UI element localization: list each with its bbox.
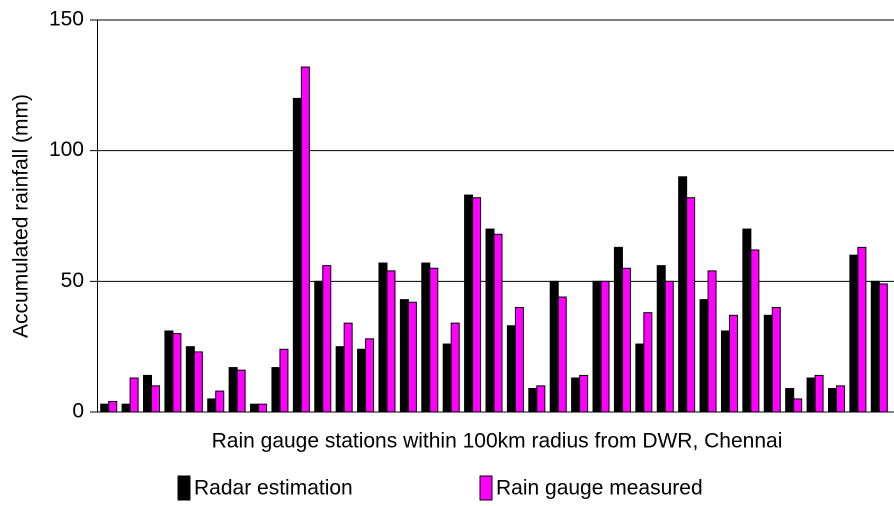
bar xyxy=(549,280,559,413)
bar xyxy=(750,249,760,413)
bar xyxy=(193,351,203,413)
bar xyxy=(386,270,396,413)
bar xyxy=(314,280,324,413)
bar xyxy=(742,228,752,413)
legend-label: Rain gauge measured xyxy=(496,477,703,500)
bar xyxy=(613,246,623,413)
bar xyxy=(686,197,696,413)
bar xyxy=(528,387,538,413)
bar xyxy=(450,322,460,413)
bar xyxy=(793,398,803,413)
bar xyxy=(271,367,281,413)
bar xyxy=(185,346,195,413)
bar xyxy=(857,246,867,413)
bar xyxy=(228,367,238,413)
bar xyxy=(279,348,289,413)
y-tick-label: 100 xyxy=(49,138,84,161)
bar xyxy=(322,265,332,413)
bar xyxy=(485,228,495,413)
bar xyxy=(514,306,524,413)
bar xyxy=(835,385,845,413)
bar xyxy=(635,343,645,413)
bar xyxy=(292,97,302,413)
bar xyxy=(506,325,516,413)
y-axis-label: Accumulated rainfall (mm) xyxy=(10,94,33,338)
bar xyxy=(806,377,816,413)
bar xyxy=(621,267,631,413)
bar xyxy=(699,299,709,413)
bar xyxy=(429,267,439,413)
bar xyxy=(592,280,602,413)
bar xyxy=(579,374,589,413)
bar xyxy=(771,306,781,413)
bar xyxy=(236,369,246,413)
bar xyxy=(365,338,375,413)
bar xyxy=(100,403,110,413)
legend-swatch xyxy=(479,475,493,501)
bar xyxy=(571,377,581,413)
bar xyxy=(151,385,161,413)
bar xyxy=(442,343,452,413)
bar xyxy=(129,377,139,413)
legend-label: Radar estimation xyxy=(194,477,353,500)
bar xyxy=(399,299,409,413)
bar xyxy=(343,322,353,413)
bar xyxy=(656,265,666,413)
bar xyxy=(728,314,738,413)
bar xyxy=(763,314,773,413)
legend-swatch xyxy=(177,475,191,501)
bar xyxy=(258,403,268,413)
bar xyxy=(664,280,674,413)
bar xyxy=(335,346,345,413)
bar xyxy=(643,312,653,413)
bar xyxy=(493,233,503,413)
bar xyxy=(464,194,474,413)
bar xyxy=(164,330,174,413)
bar xyxy=(121,403,131,413)
bar xyxy=(536,385,546,413)
y-tick-label: 150 xyxy=(49,8,84,31)
bar xyxy=(870,280,880,413)
bar xyxy=(207,398,217,413)
bar xyxy=(814,374,824,413)
bar xyxy=(172,333,182,413)
bar xyxy=(421,262,431,413)
bar xyxy=(357,348,367,413)
bar xyxy=(472,197,482,413)
bar xyxy=(827,387,837,413)
bar xyxy=(300,66,310,413)
y-tick-label: 0 xyxy=(72,400,84,423)
bar xyxy=(250,403,260,413)
bar xyxy=(407,301,417,413)
bar xyxy=(215,390,225,413)
bar xyxy=(557,296,567,413)
bar xyxy=(707,270,717,413)
bar xyxy=(378,262,388,413)
bar xyxy=(108,401,118,413)
bar xyxy=(849,254,859,413)
bar xyxy=(878,283,888,413)
bar xyxy=(678,176,688,413)
y-tick-label: 50 xyxy=(61,269,84,292)
bar xyxy=(143,374,153,413)
bar xyxy=(600,280,610,413)
bar xyxy=(785,387,795,413)
bar xyxy=(720,330,730,413)
x-axis-label: Rain gauge stations within 100km radius … xyxy=(212,430,783,453)
